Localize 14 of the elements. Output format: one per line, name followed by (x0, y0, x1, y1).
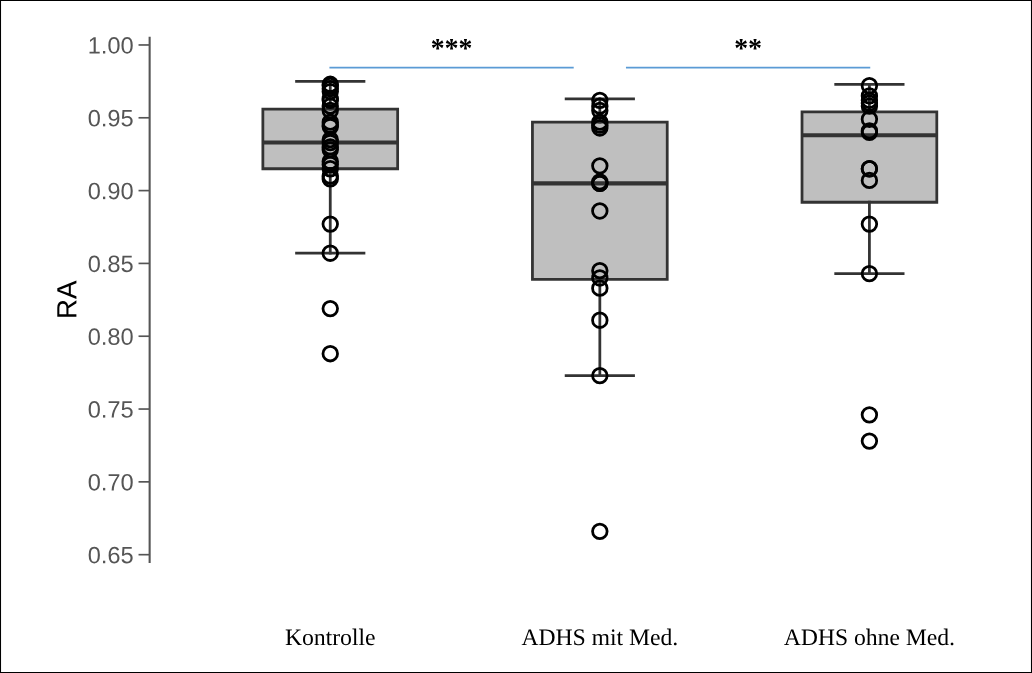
annotation: ** (735, 38, 761, 50)
x-tick-label: Kontrolle (285, 628, 375, 646)
y-axis-title: RA (57, 280, 77, 317)
y-tick-label: 1.00 (89, 37, 133, 54)
x-tick-label: ADHS mit Med. (521, 628, 677, 646)
y-tick-label: 0.90 (88, 182, 133, 200)
y-tick-label: 0.85 (88, 255, 133, 273)
x-tick-label: ADHS ohne Med. (784, 628, 954, 646)
y-tick-label: 0.70 (88, 473, 133, 491)
y-tick-label: 0.65 (88, 546, 133, 564)
y-tick-label: 0.95 (88, 109, 133, 127)
y-tick-label: 0.75 (88, 401, 133, 418)
y-tick-label: 0.80 (88, 328, 133, 346)
annotation: *** (431, 38, 472, 50)
